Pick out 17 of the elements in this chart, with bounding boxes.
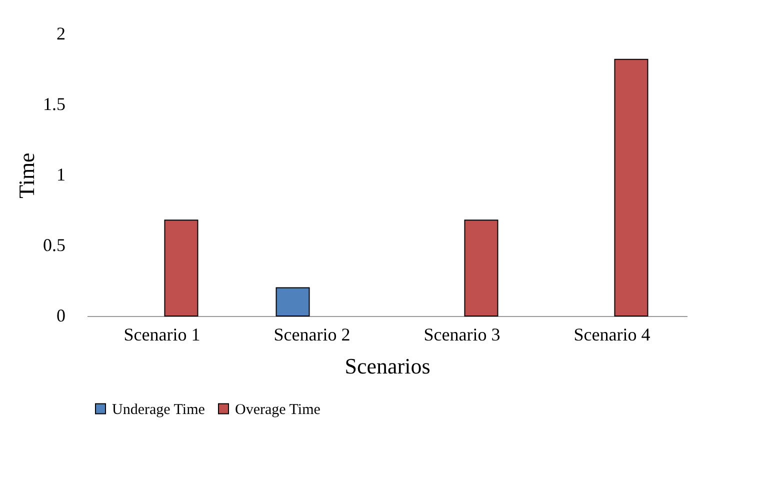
x-axis-title: Scenarios (344, 354, 430, 378)
y-tick-label: 0 (56, 306, 66, 326)
y-tick-label: 0.5 (43, 235, 66, 255)
y-tick-label: 2 (56, 24, 66, 44)
bar (276, 287, 310, 316)
bar (164, 220, 198, 316)
bar (464, 220, 498, 316)
legend-label: Overage Time (235, 402, 321, 418)
legend-label: Underage Time (112, 402, 206, 418)
y-tick-label: 1.5 (43, 94, 66, 114)
y-axis-title: Time (14, 152, 39, 198)
x-tick-label: Scenario 2 (274, 324, 350, 344)
bar (614, 58, 648, 316)
x-tick-label: Scenario 1 (124, 324, 200, 344)
x-tick-label: Scenario 4 (574, 324, 650, 344)
y-tick-label: 1 (56, 164, 66, 184)
x-tick-label: Scenario 3 (424, 324, 500, 344)
